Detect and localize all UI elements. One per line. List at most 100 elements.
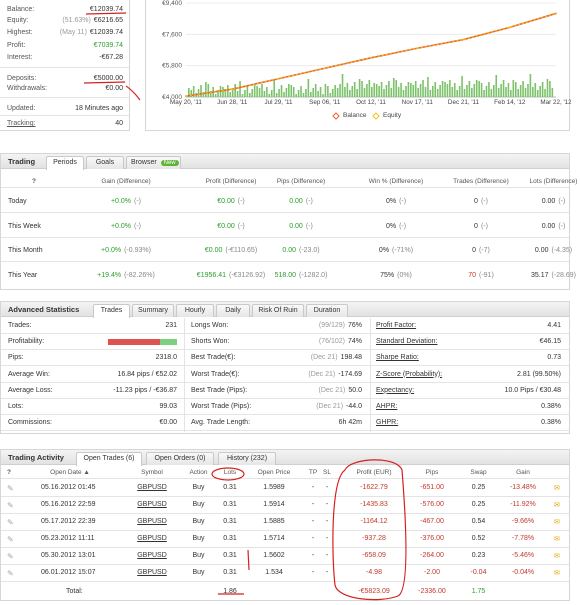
activity-col-tp: TP	[308, 469, 318, 476]
summary-value-equity: (51.63%) €6216.65	[62, 17, 123, 24]
x-tick-label: Jul 29, '11	[264, 99, 293, 106]
tab-history[interactable]: History (232)	[218, 452, 276, 465]
tab-browser[interactable]: Browser New	[126, 156, 181, 169]
new-badge: New	[160, 160, 179, 166]
comment-icon[interactable]: ✉	[554, 536, 560, 543]
activity-cell-symbol[interactable]: GBPUSD	[137, 552, 167, 559]
activity-cell-tp: -	[311, 484, 315, 491]
adv-note: (Dec 21)	[318, 386, 346, 394]
summary-divider	[0, 67, 129, 68]
gain-bar	[302, 93, 305, 97]
adv-amount: 74%	[347, 338, 362, 346]
trading-diff: (-4.35)	[551, 247, 573, 254]
adv-note: (99/129)	[318, 322, 345, 329]
adv-label[interactable]: Expectancy:	[376, 386, 415, 394]
comment-icon[interactable]: ✉	[554, 485, 560, 492]
gain-bar	[539, 86, 541, 97]
summary-label-profit: Profit:	[7, 42, 26, 49]
y-tick-label: €7,600	[162, 31, 182, 38]
comment-icon[interactable]: ✉	[554, 553, 560, 560]
adv-row-divider	[1, 381, 569, 383]
activity-row-divider	[1, 547, 569, 548]
gain-bar	[388, 81, 390, 97]
activity-header-divider	[1, 478, 569, 479]
edit-trade-icon[interactable]: ✎	[7, 552, 14, 561]
activity-cell-tp: -	[311, 552, 315, 559]
adv-label[interactable]: AHPR:	[376, 403, 398, 410]
trading-value: €0.00	[217, 198, 235, 205]
tab-risk-of-ruin[interactable]: Risk Of Ruin	[252, 304, 304, 317]
activity-cell-action: Buy	[192, 552, 205, 559]
gain-bar	[402, 90, 405, 97]
activity-cell-symbol[interactable]: GBPUSD	[137, 518, 167, 525]
comment-icon[interactable]: ✉	[554, 570, 560, 577]
gain-bar	[397, 87, 400, 97]
adv-label[interactable]: Sharpe Ratio:	[376, 354, 419, 362]
trading-diff: (-23.0)	[299, 247, 320, 254]
info-icon[interactable]: ?	[32, 178, 36, 185]
adv-label: Shorts Won:	[191, 338, 230, 346]
edit-trade-icon[interactable]: ✎	[7, 518, 14, 527]
summary-divider	[0, 115, 129, 116]
gain-bar	[392, 78, 395, 97]
edit-trade-icon[interactable]: ✎	[7, 501, 14, 510]
gain-bar	[512, 80, 515, 97]
activity-cell-action: Buy	[192, 501, 205, 508]
gain-bar	[485, 86, 488, 97]
trading-cell: 70 (-91)	[431, 272, 531, 279]
adv-label[interactable]: Z-Score (Probability):	[376, 370, 443, 378]
gain-bar	[351, 86, 354, 97]
comment-icon[interactable]: ✉	[554, 502, 560, 509]
trading-diff: (-91)	[479, 271, 494, 279]
info-icon[interactable]: ?	[7, 469, 11, 476]
adv-amount: 6h 42m	[338, 419, 362, 427]
trading-value: 0	[474, 222, 478, 230]
adv-label[interactable]: GHPR:	[376, 419, 399, 427]
equity-line	[185, 12, 557, 97]
edit-trade-icon[interactable]: ✎	[7, 569, 14, 578]
adv-label[interactable]: Standard Deviation:	[376, 338, 438, 346]
gain-bar	[514, 82, 517, 97]
trading-panel: Trading Periods Goals Browser New ? Gain …	[0, 153, 577, 290]
adv-row-divider	[1, 397, 569, 399]
tab-periods[interactable]: Periods	[46, 156, 84, 170]
activity-cell-symbol[interactable]: GBPUSD	[137, 484, 167, 491]
tab-duration[interactable]: Duration	[306, 304, 348, 317]
activity-cell-sl: -	[325, 569, 329, 576]
summary-amount-highest: €12039.74	[89, 29, 123, 36]
gain-bar	[505, 87, 507, 97]
adv-value: (Dec 21) -44.0	[316, 403, 362, 410]
gain-bar	[361, 81, 363, 97]
tab-open-orders[interactable]: Open Orders (0)	[146, 452, 214, 465]
tab-trades[interactable]: Trades	[93, 304, 130, 318]
equity-point	[370, 56, 372, 59]
edit-trade-icon[interactable]: ✎	[7, 535, 14, 544]
summary-value-updated: 18 Minutes ago	[75, 105, 123, 112]
tab-goals[interactable]: Goals	[86, 156, 124, 169]
summary-row-updated: Updated: 18 Minutes ago	[0, 105, 129, 115]
edit-trade-icon[interactable]: ✎	[7, 484, 14, 493]
trading-col-header: Profit (Difference)	[205, 178, 257, 185]
trading-value: 0%	[385, 198, 397, 205]
activity-cell-symbol[interactable]: GBPUSD	[137, 569, 167, 576]
gain-bar	[256, 86, 258, 97]
tab-hourly[interactable]: Hourly	[176, 304, 214, 317]
tab-daily[interactable]: Daily	[216, 304, 250, 317]
summary-label-tracking[interactable]: Tracking:	[7, 120, 36, 127]
summary-row-profit: Profit: €7039.74	[0, 42, 129, 52]
adv-value: (76/102) 74%	[319, 338, 362, 345]
y-tick-label: €4,000	[162, 94, 182, 101]
activity-cell-symbol[interactable]: GBPUSD	[137, 535, 167, 542]
activity-cell-symbol[interactable]: GBPUSD	[137, 501, 167, 508]
adv-label[interactable]: Profit Factor:	[376, 322, 417, 329]
activity-col-open_date[interactable]: Open Date ▲	[50, 469, 90, 476]
gain-bar	[551, 88, 554, 97]
gain-bar	[319, 87, 322, 97]
legend-equity-label: Equity	[383, 112, 402, 119]
gain-bar	[417, 88, 419, 97]
trading-diff: (-7)	[479, 247, 490, 254]
summary-amount-withdrawals: €0.00	[105, 85, 123, 92]
tab-open-trades[interactable]: Open Trades (6)	[76, 452, 142, 466]
tab-summary[interactable]: Summary	[132, 304, 174, 317]
comment-icon[interactable]: ✉	[554, 519, 560, 526]
